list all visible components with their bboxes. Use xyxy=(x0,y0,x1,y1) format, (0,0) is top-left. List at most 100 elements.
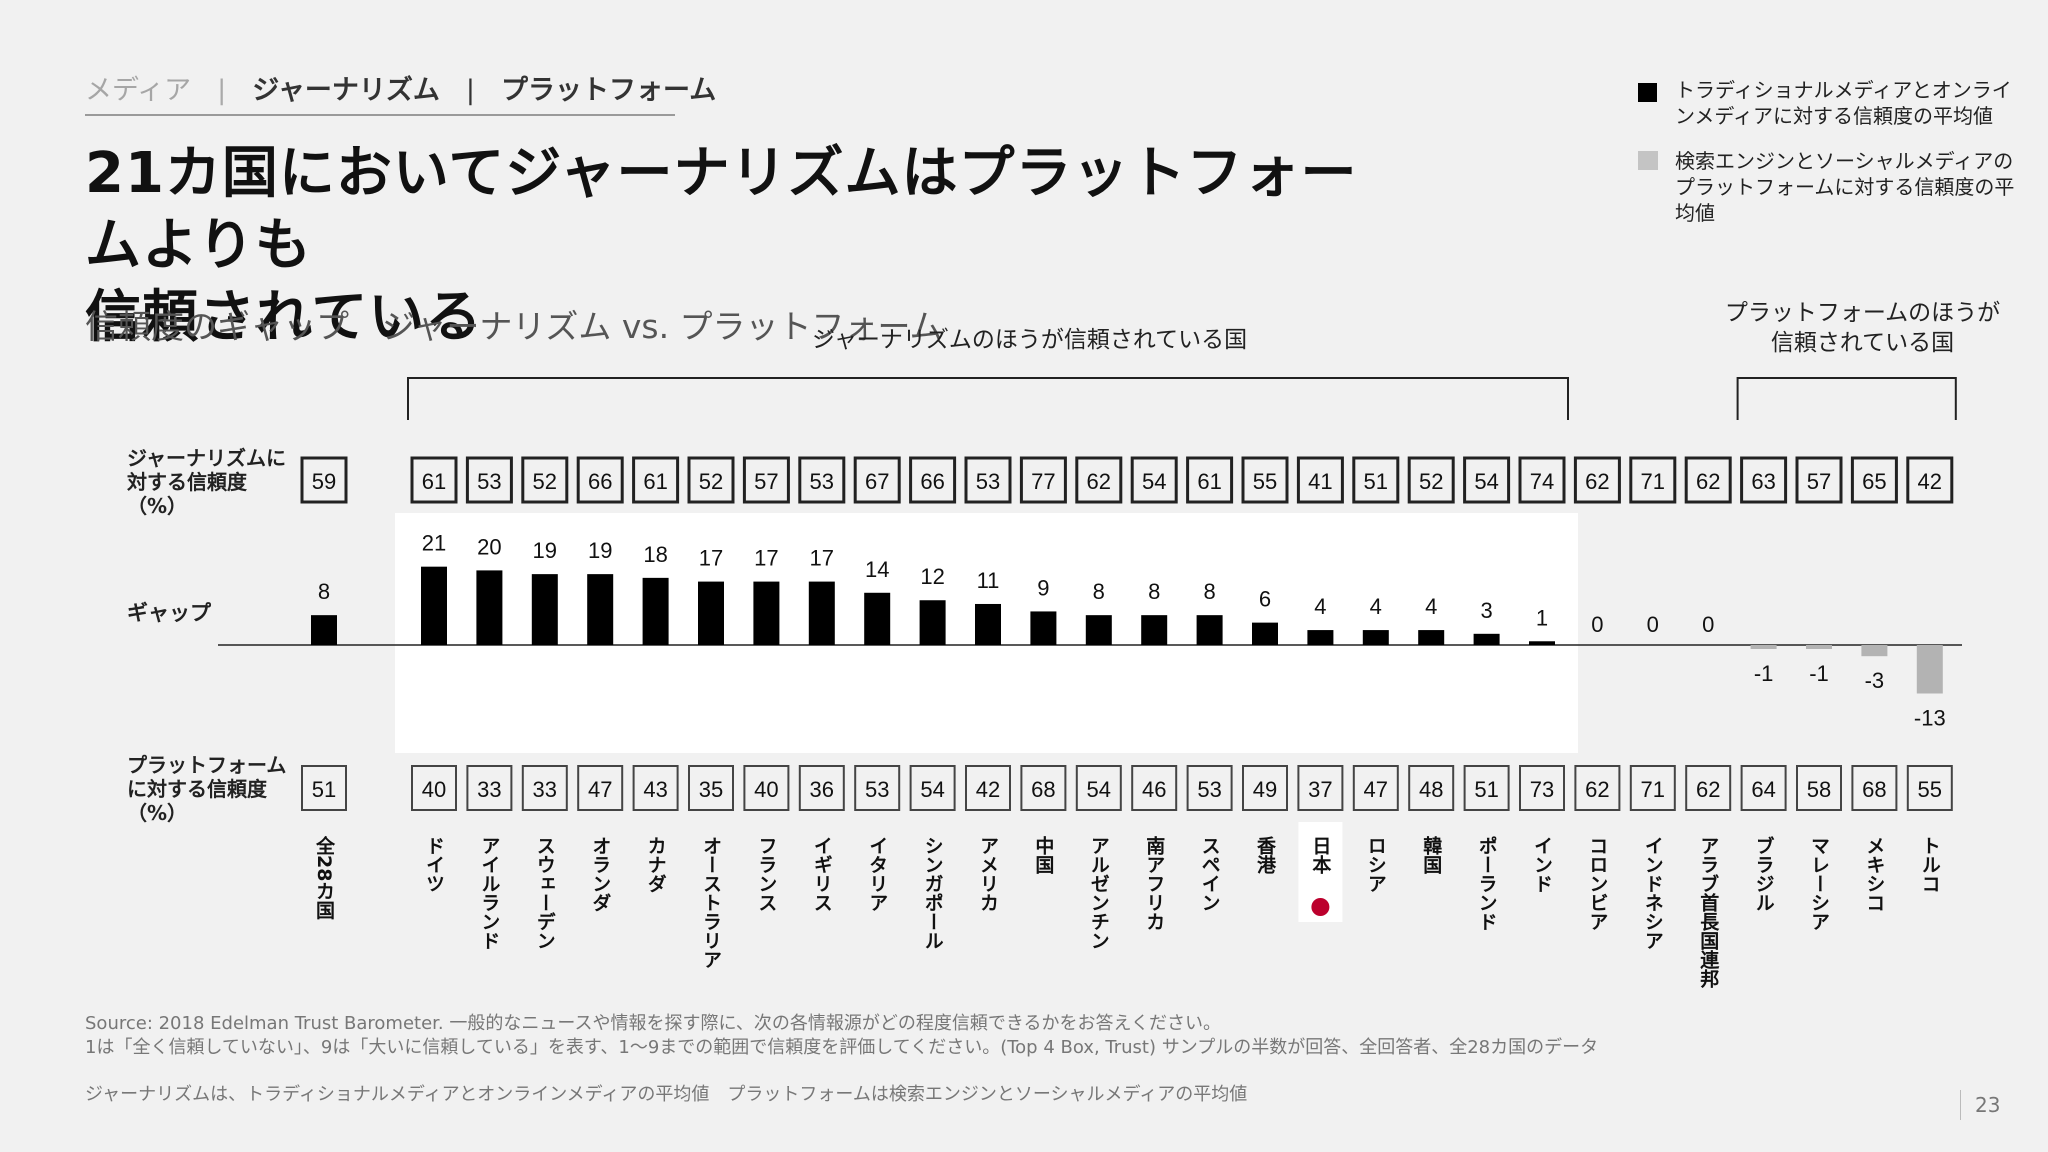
platform-value-box xyxy=(798,765,845,811)
page-title-line-1: 21カ国においてジャーナリズムはプラットフォームよりも xyxy=(85,141,1358,278)
country-label: スペイン xyxy=(1199,836,1221,912)
journalism-value-label: 74 xyxy=(1530,469,1554,494)
journalism-value-label: 59 xyxy=(312,469,336,494)
bracket-platform-more-trusted xyxy=(1736,377,1957,420)
platform-value-box xyxy=(1685,765,1732,811)
journalism-value-label: 77 xyxy=(1031,469,1055,494)
gap-bar xyxy=(587,574,614,645)
platform-value-box xyxy=(632,765,679,811)
gap-bar xyxy=(1916,645,1943,694)
platform-value-box xyxy=(577,765,624,811)
journalism-value-box xyxy=(1407,456,1455,504)
platform-value-label: 51 xyxy=(312,777,336,802)
platform-value-box xyxy=(1740,765,1787,811)
journalism-value-label: 54 xyxy=(1474,469,1498,494)
gap-value-label: 8 xyxy=(1093,579,1105,604)
country-label: アメリカ xyxy=(977,836,999,912)
chart-subtitle-main: 信頼度のギャップ ジャーナリズム xyxy=(85,307,612,346)
platform-value-label: 33 xyxy=(477,777,501,802)
gap-value-label: 4 xyxy=(1314,594,1326,619)
gap-value-label: -1 xyxy=(1754,661,1774,686)
platform-value-box xyxy=(1242,765,1288,811)
platform-value-label: 42 xyxy=(976,777,1000,802)
platform-value-label: 48 xyxy=(1419,777,1443,802)
gap-bar xyxy=(1750,645,1777,649)
row-label-journalism-trust: ジャーナリズムに対する信頼度（%） xyxy=(127,446,286,518)
gap-bar xyxy=(1806,645,1832,649)
journalism-value-box xyxy=(1906,456,1954,504)
country-label: マレーシア xyxy=(1808,836,1830,931)
gap-value-label: 8 xyxy=(318,579,330,604)
gap-value-label: 1 xyxy=(1536,605,1548,630)
platform-value-box xyxy=(1020,765,1067,811)
gap-value-label: 3 xyxy=(1480,598,1492,623)
journalism-value-box xyxy=(798,456,846,504)
gap-value-label: 19 xyxy=(588,538,612,563)
platform-value-label: 47 xyxy=(1364,777,1388,802)
gap-value-label: 8 xyxy=(1203,579,1215,604)
platform-value-box xyxy=(411,765,457,811)
journalism-value-label: 42 xyxy=(1918,469,1942,494)
country-label: メキシコ xyxy=(1863,836,1885,912)
breadcrumb-journalism[interactable]: ジャーナリズム xyxy=(252,75,440,106)
country-label: 韓国 xyxy=(1420,835,1442,874)
gap-value-label: 6 xyxy=(1259,587,1271,612)
platform-value-label: 62 xyxy=(1696,777,1720,802)
breadcrumb-platform[interactable]: プラットフォーム xyxy=(501,75,717,106)
journalism-value-box xyxy=(1019,456,1067,504)
gap-bar xyxy=(1030,611,1057,645)
gap-bar xyxy=(1196,615,1223,645)
journalism-value-label: 54 xyxy=(1142,469,1166,494)
platform-value-label: 46 xyxy=(1142,777,1166,802)
platform-value-box xyxy=(688,765,734,811)
page-number: 23 xyxy=(1975,1093,2001,1117)
legend-label-journalism: トラディショナルメディアとオンラインメディアに対する信頼度の平均値 xyxy=(1675,78,2012,128)
gap-bar xyxy=(975,603,1001,645)
gap-value-label: 0 xyxy=(1647,612,1659,637)
legend-swatch-journalism xyxy=(1638,83,1657,102)
platform-value-box xyxy=(1629,765,1676,811)
gap-bar xyxy=(808,581,835,645)
gap-value-label: 17 xyxy=(699,546,723,571)
journalism-value-label: 71 xyxy=(1641,469,1665,494)
platform-value-box xyxy=(1906,765,1953,811)
gap-bar xyxy=(919,600,946,645)
gap-value-label: 4 xyxy=(1425,594,1437,619)
journalism-value-box xyxy=(632,456,680,504)
platform-value-label: 54 xyxy=(920,777,944,802)
country-label: インドネシア xyxy=(1642,836,1664,950)
country-label: アラブ首長国連邦 xyxy=(1697,836,1719,989)
breadcrumb-media[interactable]: メディア xyxy=(85,75,192,106)
gap-value-label: 12 xyxy=(920,564,944,589)
journalism-value-box xyxy=(465,456,513,504)
country-label: 南アフリカ xyxy=(1143,836,1165,931)
gap-bar xyxy=(698,581,724,645)
country-label: 全28カ国 xyxy=(313,835,336,920)
gap-value-label: 21 xyxy=(422,531,446,556)
journalism-value-label: 52 xyxy=(533,469,557,494)
gap-bar xyxy=(1861,645,1888,657)
page-title-line-2: 信頼されている xyxy=(85,285,483,350)
country-label: アイルランド xyxy=(478,836,500,950)
gap-bar xyxy=(642,577,669,645)
gap-value-label: -13 xyxy=(1914,705,1946,730)
journalism-value-box xyxy=(909,456,957,504)
journalism-value-label: 67 xyxy=(865,469,889,494)
gap-bar xyxy=(476,570,503,645)
gap-value-label: 14 xyxy=(865,557,889,582)
journalism-value-box xyxy=(576,456,624,504)
definition-note: ジャーナリズムは、トラディショナルメディアとオンラインメディアの平均値 プラット… xyxy=(85,1084,1248,1105)
platform-value-box xyxy=(854,765,901,811)
platform-value-label: 64 xyxy=(1751,777,1775,802)
country-label: ポーランド xyxy=(1476,835,1498,931)
platform-value-box xyxy=(1574,765,1621,811)
platform-value-box xyxy=(1131,765,1178,811)
journalism-value-box xyxy=(1518,456,1566,504)
journalism-value-box xyxy=(853,456,901,504)
journalism-value-label: 61 xyxy=(1197,469,1221,494)
gap-bar xyxy=(1252,622,1278,645)
platform-value-label: 36 xyxy=(810,777,834,802)
journalism-value-box xyxy=(1463,456,1511,504)
platform-value-box xyxy=(466,765,513,811)
journalism-value-label: 61 xyxy=(422,469,446,494)
